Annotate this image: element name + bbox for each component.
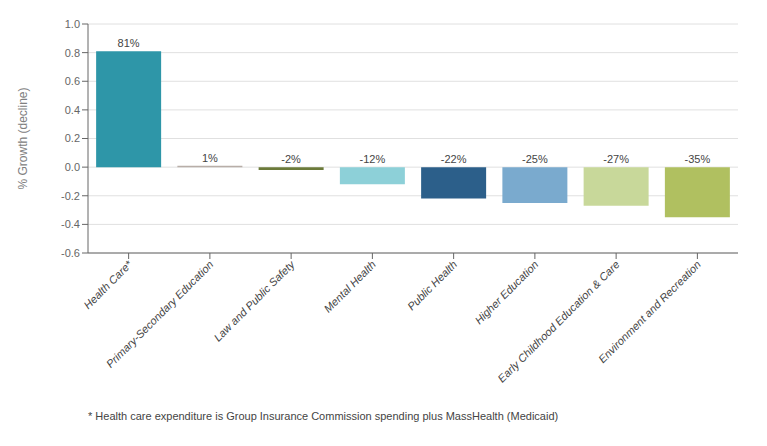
svg-text:1.0: 1.0: [65, 18, 80, 30]
svg-text:Mental Health: Mental Health: [322, 258, 378, 314]
svg-text:1%: 1%: [202, 152, 218, 164]
svg-text:-27%: -27%: [603, 153, 629, 165]
svg-text:0.6: 0.6: [65, 75, 80, 87]
svg-text:-0.2: -0.2: [61, 190, 80, 202]
svg-text:-35%: -35%: [685, 153, 711, 165]
svg-text:Environment and Recreation: Environment and Recreation: [596, 258, 703, 365]
svg-text:0.8: 0.8: [65, 47, 80, 59]
svg-text:0.4: 0.4: [65, 104, 80, 116]
svg-text:Law and Public Safety: Law and Public Safety: [211, 257, 298, 344]
svg-text:-12%: -12%: [360, 153, 386, 165]
html-text:* Health care expenditure is G: * Health care expenditure is Group Insur…: [88, 410, 559, 422]
svg-text:Health Care*: Health Care*: [81, 258, 135, 312]
svg-text:-22%: -22%: [441, 153, 467, 165]
svg-text:-2%: -2%: [281, 153, 301, 165]
svg-text:81%: 81%: [118, 37, 140, 49]
svg-text:-0.6: -0.6: [61, 247, 80, 259]
svg-text:0.0: 0.0: [65, 161, 80, 173]
svg-text:Public Health: Public Health: [405, 258, 459, 312]
svg-text:Primary-Secondary Education: Primary-Secondary Education: [104, 258, 216, 370]
svg-text:Higher Education: Higher Education: [472, 258, 540, 326]
svg-text:0.2: 0.2: [65, 132, 80, 144]
svg-text:-0.4: -0.4: [61, 218, 80, 230]
svg-text:-25%: -25%: [522, 153, 548, 165]
svg-text:% Growth (decline): % Growth (decline): [16, 87, 30, 189]
svg-text:Early Childhood Education & Ca: Early Childhood Education & Care: [495, 258, 622, 385]
